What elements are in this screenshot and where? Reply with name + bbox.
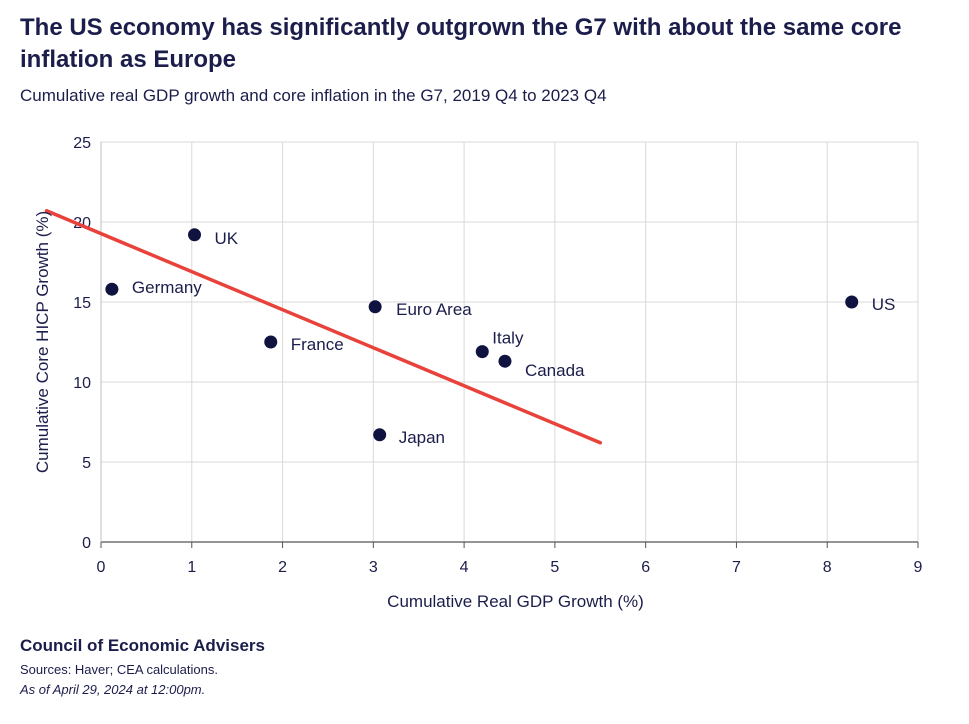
x-tick-label: 1 xyxy=(187,559,196,576)
data-point xyxy=(105,282,119,296)
y-axis-label: Cumulative Core HICP Growth (%) xyxy=(33,211,52,473)
chart-subtitle: Cumulative real GDP growth and core infl… xyxy=(20,86,607,105)
footer-organization: Council of Economic Advisers xyxy=(20,636,265,655)
point-label: UK xyxy=(215,229,239,248)
data-point xyxy=(498,354,512,368)
grid-lines xyxy=(100,141,919,542)
y-tick-label: 0 xyxy=(82,535,91,552)
point-label: Euro Area xyxy=(396,300,472,319)
x-tick-label: 7 xyxy=(732,559,741,576)
data-point xyxy=(188,228,202,242)
data-point xyxy=(845,295,859,309)
trendline xyxy=(44,209,603,445)
data-point xyxy=(475,345,489,359)
x-tick-label: 8 xyxy=(823,559,832,576)
x-tick-label: 9 xyxy=(914,559,923,576)
footer-sources: Sources: Haver; CEA calculations. xyxy=(20,662,218,677)
x-tick-label: 5 xyxy=(550,559,559,576)
point-label: Italy xyxy=(492,329,524,348)
data-point xyxy=(373,428,387,442)
data-point xyxy=(368,300,382,314)
x-tick-label: 3 xyxy=(369,559,378,576)
y-tick-label: 5 xyxy=(82,455,91,472)
trendline-group xyxy=(44,209,603,445)
footer-timestamp: As of April 29, 2024 at 12:00pm. xyxy=(20,682,206,697)
point-label: Japan xyxy=(399,428,445,447)
x-tick-label: 4 xyxy=(460,559,469,576)
point-label: Canada xyxy=(525,361,585,380)
y-tick-label: 25 xyxy=(73,135,91,152)
x-axis-label: Cumulative Real GDP Growth (%) xyxy=(387,592,644,611)
data-point xyxy=(264,335,278,349)
x-tick-label: 0 xyxy=(97,559,106,576)
y-tick-label: 15 xyxy=(73,295,91,312)
x-tick-label: 6 xyxy=(641,559,650,576)
point-label: Germany xyxy=(132,278,202,297)
y-tick-label: 10 xyxy=(73,375,91,392)
point-label: France xyxy=(291,335,344,354)
x-tick-label: 2 xyxy=(278,559,287,576)
point-label: US xyxy=(872,295,896,314)
chart-title: The US economy has significantly outgrow… xyxy=(20,14,902,73)
